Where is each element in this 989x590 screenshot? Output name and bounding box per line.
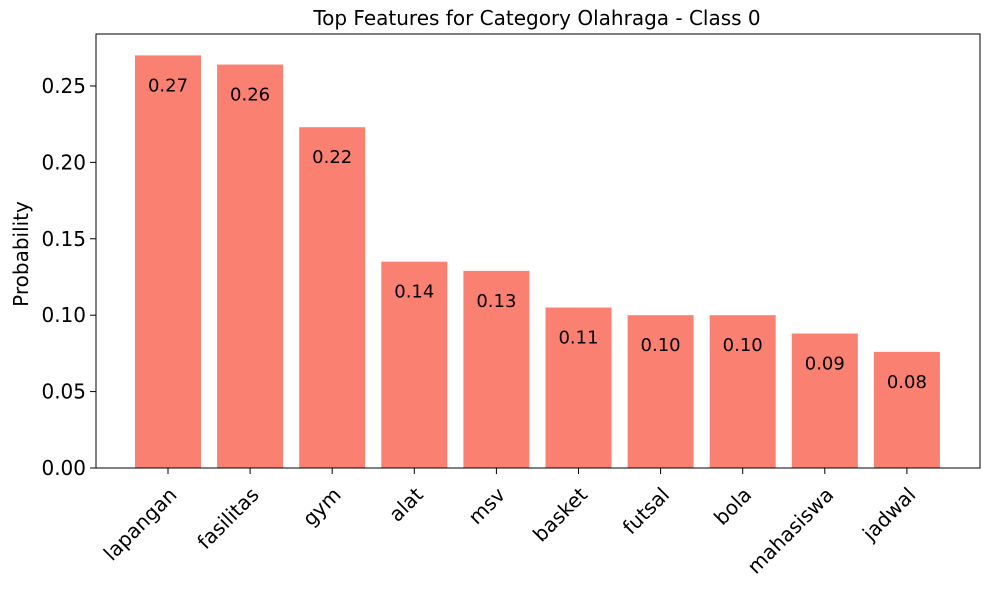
plot-frame	[95, 33, 981, 469]
x-tick-label-futsal: futsal	[618, 483, 674, 539]
value-label-basket: 0.11	[558, 328, 598, 349]
bar-mahasiswa	[791, 333, 858, 468]
bar-alat	[381, 261, 448, 468]
bar-bola	[709, 315, 776, 468]
y-axis-label: Probability	[9, 201, 33, 307]
y-tick-label: 0.10	[41, 303, 86, 327]
chart-title: Top Features for Category Olahraga - Cla…	[312, 6, 760, 30]
value-label-alat: 0.14	[394, 282, 434, 303]
value-label-mahasiswa: 0.09	[805, 354, 845, 375]
bar-fasilitas	[217, 64, 284, 468]
x-tick-label-alat: alat	[384, 482, 428, 526]
bars-group	[135, 55, 940, 468]
value-label-gym: 0.22	[312, 147, 352, 168]
bar-msv	[463, 270, 530, 468]
bar-lapangan	[135, 55, 201, 468]
value-labels-group: 0.27 0.26 0.22 0.14 0.13 0.11 0.10 0.10 0.09 0.08	[148, 75, 927, 392]
value-label-futsal: 0.10	[641, 335, 681, 356]
x-tick-label-bola: bola	[709, 483, 756, 530]
value-label-lapangan: 0.27	[148, 75, 188, 96]
bar-gym	[299, 127, 366, 468]
bar-jadwal	[873, 351, 940, 468]
y-tick-label: 0.20	[41, 150, 86, 174]
bar-basket	[545, 307, 612, 468]
y-tick-label: 0.15	[41, 227, 86, 251]
x-tick-label-basket: basket	[528, 482, 592, 546]
x-tick-label-mahasiswa: mahasiswa	[742, 483, 838, 579]
bar-futsal	[627, 315, 694, 468]
x-axis: lapangan fasilitas gym alat msv basket futsal b…	[99, 468, 920, 579]
value-label-bola: 0.10	[723, 335, 763, 356]
value-label-fasilitas: 0.26	[230, 85, 270, 106]
x-tick-label-gym: gym	[298, 483, 346, 531]
y-tick-label: 0.05	[41, 380, 86, 404]
y-tick-label: 0.25	[41, 74, 86, 98]
x-tick-label-fasilitas: fasilitas	[192, 483, 263, 554]
y-axis: 0.00 0.05 0.10 0.15 0.20 0.25	[41, 74, 96, 480]
value-label-jadwal: 0.08	[887, 372, 927, 393]
value-label-msv: 0.13	[476, 291, 516, 312]
x-tick-label-msv: msv	[463, 482, 510, 529]
x-tick-label-lapangan: lapangan	[99, 483, 182, 566]
y-tick-label: 0.00	[41, 456, 86, 480]
x-tick-label-jadwal: jadwal	[857, 483, 920, 546]
